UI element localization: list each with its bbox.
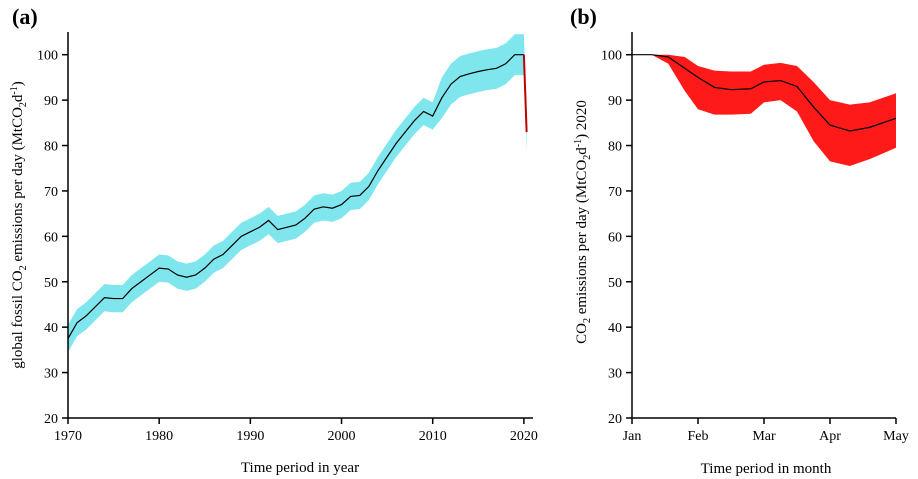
x-tick-label-a: 1970 (54, 429, 82, 444)
x-tick-label-a: 1990 (236, 429, 264, 444)
panel-label-a: (a) (12, 4, 38, 29)
y-tick-label-a: 70 (44, 185, 58, 200)
y-tick-label-a: 30 (44, 367, 58, 382)
x-tick-label-b: Apr (819, 429, 841, 444)
emissions-line (67, 54, 524, 339)
covid-drop-line (522, 54, 528, 132)
y-tick-label-b: 20 (608, 412, 622, 427)
y-tick-label-b: 40 (608, 321, 622, 336)
y-tick-label-b: 100 (601, 49, 622, 64)
y-tick-label-b: 50 (608, 276, 622, 291)
x-axis-label-b: Time period in month (701, 461, 832, 477)
y-tick-label-a: 80 (44, 140, 58, 155)
y-tick-label-b: 90 (608, 94, 622, 109)
y-tick-label-b: 80 (608, 140, 622, 155)
emissions-line-2020 (632, 54, 897, 132)
y-tick-label-b: 30 (608, 367, 622, 382)
b-ylabel: CO2 emissions per day (MtCO2d-1) 2020 (573, 100, 593, 344)
x-tick-label-a: 1980 (145, 429, 173, 444)
x-tick-label-b: Mar (752, 429, 776, 444)
y-tick-label-a: 20 (44, 412, 58, 427)
uncertainty-band (68, 34, 527, 353)
x-tick-label-b: Feb (688, 429, 709, 444)
a-ylabel: global fossil CO2 emissions per day (MtC… (9, 81, 29, 369)
x-tick-label-a: 2010 (419, 429, 447, 444)
uncertainty-band-2020 (632, 54, 896, 166)
y-tick-label-b: 60 (608, 230, 622, 245)
x-tick-label-a: 2020 (510, 429, 538, 444)
x-tick-label-b: Jan (623, 429, 642, 444)
y-tick-label-a: 100 (37, 49, 58, 64)
x-tick-label-a: 2000 (328, 429, 356, 444)
panel-label-b: (b) (570, 4, 597, 29)
x-axis-label-a: Time period in year (241, 460, 359, 476)
x-tick-label-b: May (883, 429, 909, 444)
y-tick-label-a: 50 (44, 276, 58, 291)
y-tick-label-a: 90 (44, 94, 58, 109)
y-tick-label-a: 40 (44, 321, 58, 336)
y-tick-label-b: 70 (608, 185, 622, 200)
y-tick-label-a: 60 (44, 230, 58, 245)
